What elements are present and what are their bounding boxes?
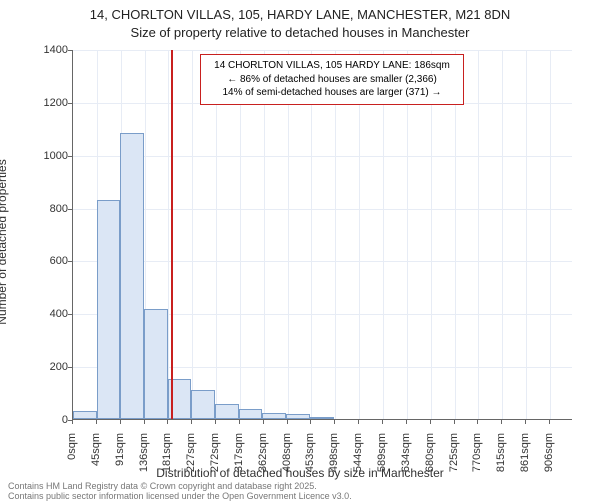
gridline-v bbox=[478, 50, 479, 419]
gridline-v bbox=[335, 50, 336, 419]
xtick-mark bbox=[191, 420, 192, 424]
histogram-bar bbox=[262, 413, 286, 419]
xtick-mark bbox=[549, 420, 550, 424]
gridline-v bbox=[455, 50, 456, 419]
chart-title: 14, CHORLTON VILLAS, 105, HARDY LANE, MA… bbox=[0, 6, 600, 41]
ytick-mark bbox=[68, 209, 72, 210]
xtick-mark bbox=[96, 420, 97, 424]
ytick-label: 800 bbox=[38, 203, 68, 215]
callout-line: 14 CHORLTON VILLAS, 105 HARDY LANE: 186s… bbox=[207, 59, 457, 73]
xtick-mark bbox=[263, 420, 264, 424]
ytick-mark bbox=[68, 314, 72, 315]
xtick-mark bbox=[334, 420, 335, 424]
ytick-label: 1400 bbox=[38, 44, 68, 56]
ytick-label: 0 bbox=[38, 414, 68, 426]
gridline-v bbox=[311, 50, 312, 419]
gridline-v bbox=[526, 50, 527, 419]
xtick-mark bbox=[501, 420, 502, 424]
histogram-bar bbox=[97, 200, 121, 419]
histogram-bar bbox=[239, 409, 263, 419]
callout-line: ← 86% of detached houses are smaller (2,… bbox=[207, 73, 457, 87]
gridline-h bbox=[73, 50, 572, 51]
callout-box: 14 CHORLTON VILLAS, 105 HARDY LANE: 186s… bbox=[200, 54, 464, 105]
reference-line bbox=[171, 50, 173, 419]
xtick-mark bbox=[239, 420, 240, 424]
x-axis-label: Distribution of detached houses by size … bbox=[0, 466, 600, 480]
xtick-mark bbox=[477, 420, 478, 424]
plot-area bbox=[72, 50, 572, 420]
xtick-mark bbox=[120, 420, 121, 424]
histogram-bar bbox=[191, 390, 215, 419]
xtick-mark bbox=[406, 420, 407, 424]
xtick-mark bbox=[72, 420, 73, 424]
gridline-v bbox=[431, 50, 432, 419]
title-line-1: 14, CHORLTON VILLAS, 105, HARDY LANE, MA… bbox=[0, 6, 600, 24]
gridline-v bbox=[216, 50, 217, 419]
ytick-label: 400 bbox=[38, 308, 68, 320]
xtick-mark bbox=[525, 420, 526, 424]
xtick-mark bbox=[358, 420, 359, 424]
gridline-v bbox=[240, 50, 241, 419]
gridline-v bbox=[264, 50, 265, 419]
gridline-h bbox=[73, 156, 572, 157]
attribution-footnote: Contains HM Land Registry data © Crown c… bbox=[8, 482, 352, 502]
histogram-bar bbox=[310, 417, 334, 419]
gridline-h bbox=[73, 261, 572, 262]
y-axis-label: Number of detached properties bbox=[0, 159, 9, 324]
gridline-v bbox=[550, 50, 551, 419]
xtick-mark bbox=[144, 420, 145, 424]
xtick-mark bbox=[430, 420, 431, 424]
xtick-mark bbox=[310, 420, 311, 424]
xtick-mark bbox=[454, 420, 455, 424]
xtick-mark bbox=[287, 420, 288, 424]
xtick-mark bbox=[167, 420, 168, 424]
title-line-2: Size of property relative to detached ho… bbox=[0, 24, 600, 42]
ytick-label: 600 bbox=[38, 255, 68, 267]
histogram-bar bbox=[73, 411, 97, 419]
xtick-mark bbox=[382, 420, 383, 424]
ytick-mark bbox=[68, 156, 72, 157]
ytick-label: 1200 bbox=[38, 97, 68, 109]
ytick-label: 1000 bbox=[38, 150, 68, 162]
callout-line: 14% of semi-detached houses are larger (… bbox=[207, 86, 457, 100]
ytick-mark bbox=[68, 50, 72, 51]
ytick-label: 200 bbox=[38, 361, 68, 373]
gridline-h bbox=[73, 209, 572, 210]
gridline-v bbox=[168, 50, 169, 419]
histogram-bar bbox=[144, 309, 168, 419]
histogram-bar bbox=[215, 404, 239, 419]
ytick-mark bbox=[68, 367, 72, 368]
histogram-figure: 14, CHORLTON VILLAS, 105, HARDY LANE, MA… bbox=[0, 0, 600, 500]
gridline-v bbox=[192, 50, 193, 419]
histogram-bar bbox=[120, 133, 144, 419]
gridline-v bbox=[288, 50, 289, 419]
histogram-bar bbox=[286, 414, 310, 419]
gridline-v bbox=[407, 50, 408, 419]
xtick-mark bbox=[215, 420, 216, 424]
gridline-v bbox=[359, 50, 360, 419]
ytick-mark bbox=[68, 261, 72, 262]
gridline-v bbox=[383, 50, 384, 419]
gridline-v bbox=[502, 50, 503, 419]
ytick-mark bbox=[68, 103, 72, 104]
